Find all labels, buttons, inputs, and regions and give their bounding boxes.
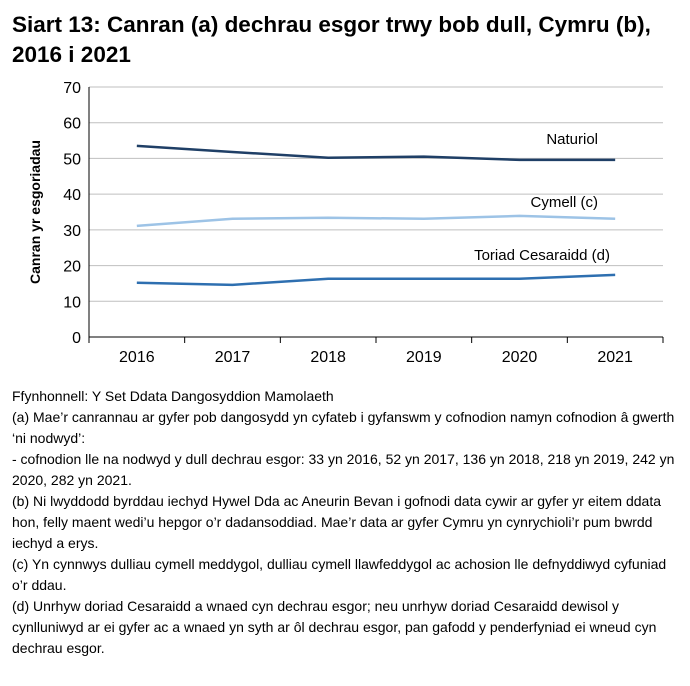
y-tick-label: 20 xyxy=(63,259,81,276)
x-tick-label: 2020 xyxy=(502,349,538,366)
series-label: Cymell (c) xyxy=(531,194,599,211)
x-tick-label: 2017 xyxy=(215,349,251,366)
y-tick-label: 30 xyxy=(63,223,81,240)
x-tick-label: 2019 xyxy=(406,349,442,366)
y-tick-label: 50 xyxy=(63,151,81,168)
note: (d) Unrhyw doriad Cesaraidd a wnaed cyn … xyxy=(12,598,657,656)
chart-title: Siart 13: Canran (a) dechrau esgor trwy … xyxy=(12,12,651,67)
note: (a) Mae’r canrannau ar gyfer pob dangosy… xyxy=(12,409,675,446)
line-chart: 0 10 20 30 40 50 60 70 2016 2017 2018 2019 2020 2021 C… xyxy=(27,80,664,366)
note: - cofnodion lle na nodwyd y dull dechrau… xyxy=(12,451,675,488)
note: (b) Ni lwyddodd byrddau iechyd Hywel Dda… xyxy=(12,493,661,551)
x-tick-label: 2021 xyxy=(597,349,633,366)
chart-notes: Ffynhonnell: Y Set Ddata Dangosyddion Ma… xyxy=(12,386,682,659)
y-tick-label: 70 xyxy=(63,80,81,97)
y-tick-label: 0 xyxy=(72,330,81,347)
series-line xyxy=(136,144,616,162)
y-tick-label: 40 xyxy=(63,187,81,204)
series-label: Naturiol xyxy=(546,131,598,148)
note: Ffynhonnell: Y Set Ddata Dangosyddion Ma… xyxy=(12,388,334,404)
series-line xyxy=(136,273,616,287)
x-tick-label: 2016 xyxy=(119,349,155,366)
series-label: Toriad Cesaraidd (d) xyxy=(474,247,610,264)
series-line xyxy=(136,214,616,228)
y-tick-label: 60 xyxy=(63,116,81,133)
note: (c) Yn cynnwys dulliau cymell meddygol, … xyxy=(12,556,667,593)
y-tick-label: 10 xyxy=(63,294,81,311)
y-axis-label: Canran yr esgoriadau xyxy=(27,140,43,284)
x-tick-label: 2018 xyxy=(310,349,346,366)
